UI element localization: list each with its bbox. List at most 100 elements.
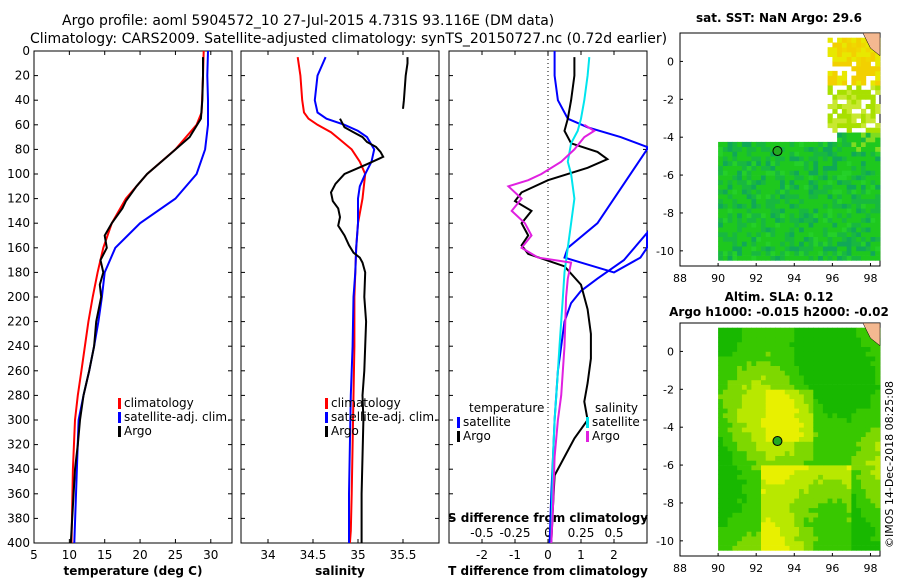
sst-map-cell — [875, 175, 881, 181]
sla-map-cell — [846, 450, 852, 456]
sst-map-cell — [770, 208, 776, 214]
sst-map-cell — [784, 250, 790, 256]
sla-map-cell — [865, 531, 871, 537]
sst-map-cell — [727, 203, 733, 209]
sst-map-cell — [841, 189, 848, 195]
sla-map-cell — [827, 398, 833, 404]
sla-map-cell — [851, 450, 857, 456]
sla-map-cell — [841, 370, 848, 376]
sst-map-cell — [837, 75, 843, 81]
sla-map-cell — [799, 545, 805, 551]
sla-map-cell — [865, 469, 871, 475]
sst-map-cell — [841, 132, 848, 138]
sst-map-cell — [861, 189, 867, 195]
sla-map-cell — [822, 479, 829, 485]
sla-map-cell — [732, 474, 738, 480]
temperature-legend-label: climatology — [124, 396, 194, 410]
sla-map-cell — [775, 460, 781, 466]
sst-map-cell — [799, 189, 805, 195]
sst-map-cell — [751, 165, 757, 171]
sst-map-cell — [746, 179, 752, 185]
sla-map-cell — [727, 503, 733, 509]
sla-map-cell — [789, 375, 795, 381]
sla-map-cell — [822, 526, 829, 532]
sla-map-cell — [841, 450, 848, 456]
sst-map-cell — [803, 222, 809, 228]
sst-map-cell — [751, 160, 757, 166]
sst-map-cell — [799, 198, 805, 204]
sst-map-cell — [856, 160, 862, 166]
sst-map-cell — [856, 203, 862, 209]
sla-map-cell — [732, 375, 738, 381]
sla-map-cell — [765, 531, 771, 537]
sla-map-cell — [865, 441, 871, 447]
sla-map-cell — [789, 417, 795, 423]
sst-map-cell — [770, 231, 776, 237]
sst-map-cell — [803, 255, 809, 261]
sla-map-cell — [784, 531, 790, 537]
sst-map-cell — [799, 179, 805, 185]
sst-map-cell — [851, 203, 857, 209]
sst-map-cell — [822, 217, 829, 223]
sst-map-cell — [827, 250, 833, 256]
sst-map-cell — [870, 104, 876, 110]
sst-map-cell — [794, 255, 800, 261]
sla-map-cell — [732, 517, 738, 523]
sla-map-cell — [775, 427, 781, 433]
sst-map-cell — [851, 118, 857, 124]
sst-map-cell — [832, 156, 838, 162]
sst-map-cell — [870, 66, 876, 72]
sla-map-cell — [789, 389, 795, 395]
sst-map-cell — [818, 241, 824, 247]
sst-map-cell — [841, 231, 848, 237]
sla-map-cell — [722, 436, 729, 442]
sla-map-cell — [775, 517, 781, 523]
sla-map-cell — [851, 512, 857, 518]
sla-map-cell — [799, 346, 805, 352]
sst-map-cell — [841, 198, 848, 204]
sla-map-cell — [741, 455, 748, 461]
sst-map-cell — [737, 146, 743, 152]
sst-map-cell — [803, 241, 809, 247]
sla-map-cell — [737, 337, 743, 343]
sla-map-cell — [827, 488, 833, 494]
sla-map-cell — [861, 488, 867, 494]
sla-map-cell — [722, 379, 729, 385]
sst-map-cell — [870, 137, 876, 143]
sst-map-cell — [856, 250, 862, 256]
sla-map-cell — [818, 375, 824, 381]
sla-map-cell — [813, 403, 819, 409]
sst-map-cell — [803, 208, 809, 214]
sst-map-cell — [870, 141, 876, 147]
sla-map-cell — [856, 384, 862, 390]
sla-map-cell — [818, 526, 824, 532]
sla-map-cell — [737, 517, 743, 523]
sst-map-cell — [756, 175, 762, 181]
sla-map-cell — [813, 422, 819, 428]
sla-map-cell — [746, 403, 752, 409]
sla-map-cell — [741, 540, 748, 546]
sla-map-cell — [746, 507, 752, 513]
sla-map-cell — [746, 394, 752, 400]
sla-map-cell — [718, 446, 724, 452]
imos-timestamp: ©IMOS 14-Dec-2018 08:25:08 — [883, 381, 896, 548]
sla-map-cell — [751, 469, 757, 475]
s-difference-tick-label: -0.25 — [499, 526, 530, 540]
sst-map-cell — [870, 146, 876, 152]
sla-map-cell — [737, 455, 743, 461]
sst-map-cell — [780, 203, 786, 209]
sst-map-cell — [865, 118, 871, 124]
sla-map-cell — [746, 341, 752, 347]
y-tick-label: 60 — [15, 118, 30, 132]
sst-map-cell — [741, 146, 748, 152]
sla-map-cell — [822, 498, 829, 504]
sla-map-cell — [765, 526, 771, 532]
sla-map-cell — [789, 384, 795, 390]
sst-map-cell — [837, 179, 843, 185]
sla-map-cell — [756, 389, 762, 395]
sla-map-cell — [780, 332, 786, 338]
sla-map-cell — [765, 431, 771, 437]
sla-map-cell — [846, 474, 852, 480]
sst-map-cell — [780, 213, 786, 219]
sla-map-cell — [818, 370, 824, 376]
